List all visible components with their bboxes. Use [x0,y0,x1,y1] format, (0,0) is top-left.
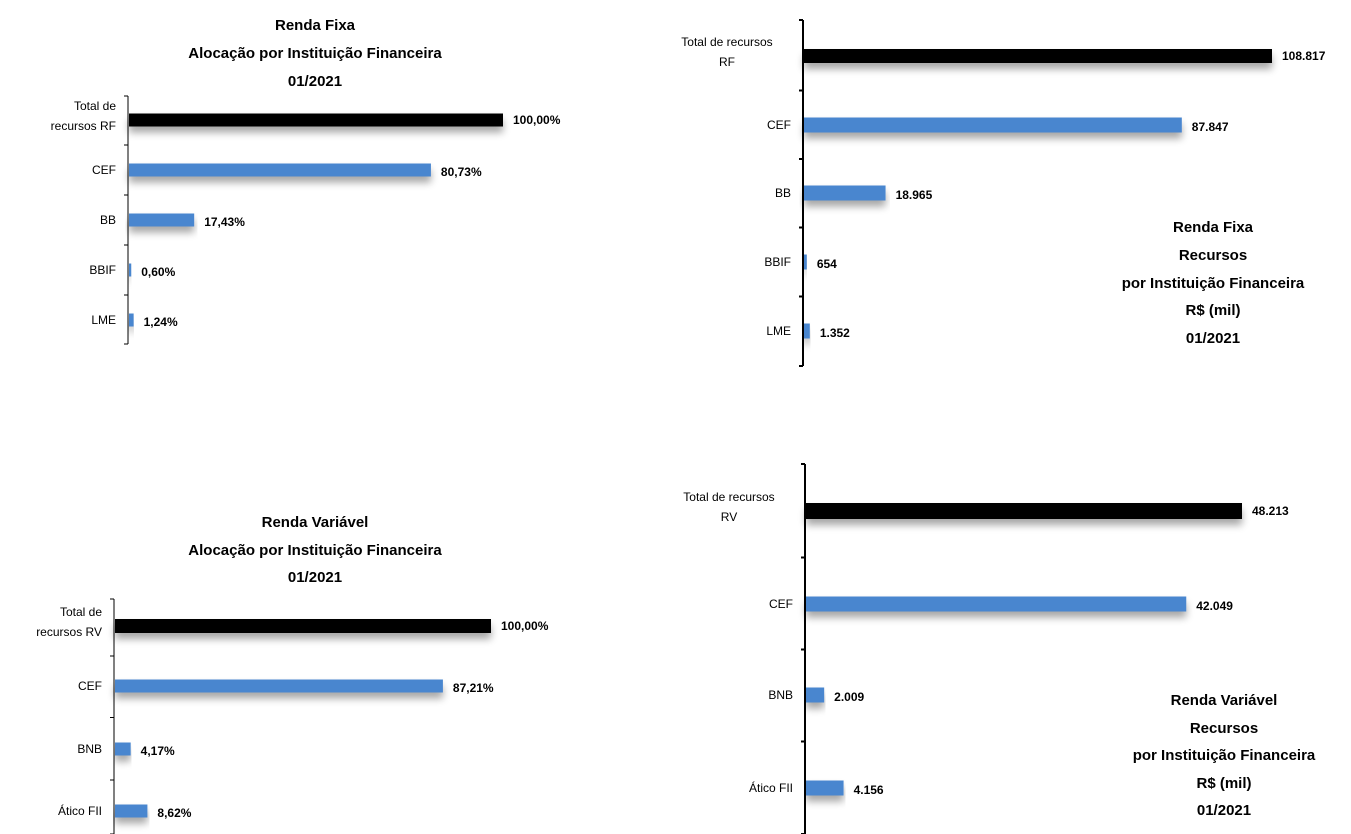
category-label: CEF [769,597,793,611]
category-label: recursos RF [51,119,116,133]
bar [804,323,810,339]
data-label: 42.049 [1196,599,1233,613]
chart-title-line: R$ (mil) [1185,302,1240,319]
data-label: 1,24% [144,315,178,329]
category-label: CEF [767,118,791,132]
data-label: 48.213 [1252,504,1289,518]
data-label: 80,73% [441,165,482,179]
bar [115,804,148,818]
bar [115,742,131,756]
bar [129,113,503,127]
category-label: RF [719,55,735,69]
data-label: 17,43% [204,215,245,229]
data-label: 8,62% [157,806,191,820]
chart-title-line: Renda Variável [262,514,369,531]
category-label: Ático FII [58,803,102,818]
data-label: 4.156 [854,783,884,797]
chart-title-line: 01/2021 [288,73,342,90]
data-label: 654 [817,257,837,271]
data-label: 100,00% [513,113,561,127]
bar [129,263,132,277]
bar [806,503,1242,519]
data-label: 4,17% [141,744,175,758]
data-label: 100,00% [501,619,549,633]
category-label: CEF [78,679,102,693]
chart-title-line: por Instituição Financeira [1122,275,1305,292]
bar [806,596,1187,612]
chart-title-line: 01/2021 [288,569,342,586]
category-label: BB [775,186,791,200]
data-label: 1.352 [820,326,850,340]
category-label: CEF [92,163,116,177]
data-label: 87,21% [453,681,494,695]
chart-title-line: Recursos [1179,247,1247,264]
chart-4: Renda Variável Recursos por Instituição Fi… [683,463,1316,834]
bar [129,163,431,177]
category-label: BNB [768,688,793,702]
category-label: Total de recursos [681,35,772,49]
chart-title-line: por Instituição Financeira [1133,747,1316,764]
chart-3: Renda Variável Alocação por Instituição F… [36,514,549,834]
bar [806,780,844,796]
bar [804,254,807,270]
category-label: RV [721,510,737,524]
category-label: BBIF [89,263,116,277]
data-label: 2.009 [834,690,864,704]
bar [115,619,491,633]
bar [115,679,443,693]
category-label: Total de [74,99,116,113]
chart-title-line: R$ (mil) [1196,775,1251,792]
category-label: BB [100,213,116,227]
chart-2: Renda Fixa Recursos por Instituição Financ… [681,19,1326,367]
category-label: BNB [77,742,102,756]
bar [804,49,1272,63]
bar [804,185,886,201]
data-label: 108.817 [1282,49,1326,63]
category-label: Ático FII [749,780,793,795]
data-label: 0,60% [141,265,175,279]
data-label: 87.847 [1192,120,1229,134]
category-label: Total de recursos [683,490,774,504]
chart-title-line: Recursos [1190,720,1258,737]
category-label: Total de [60,605,102,619]
chart-title-line: Alocação por Instituição Financeira [188,45,442,62]
bar [129,313,134,327]
chart-title-line: 01/2021 [1186,330,1240,347]
category-label: LME [766,324,791,338]
bar [804,117,1182,133]
chart-title-line: Renda Variável [1171,692,1278,709]
category-label: BBIF [764,255,791,269]
chart-title-line: Renda Fixa [275,17,356,34]
chart-title-line: 01/2021 [1197,802,1251,819]
data-label: 18.965 [896,188,933,202]
chart-1: Renda Fixa Alocação por Instituição Finan… [51,17,561,345]
bar [129,213,195,227]
category-label: recursos RV [36,625,102,639]
category-label: LME [91,313,116,327]
chart-title-line: Renda Fixa [1173,219,1254,236]
chart-title-line: Alocação por Instituição Financeira [188,542,442,559]
bar [806,687,825,703]
